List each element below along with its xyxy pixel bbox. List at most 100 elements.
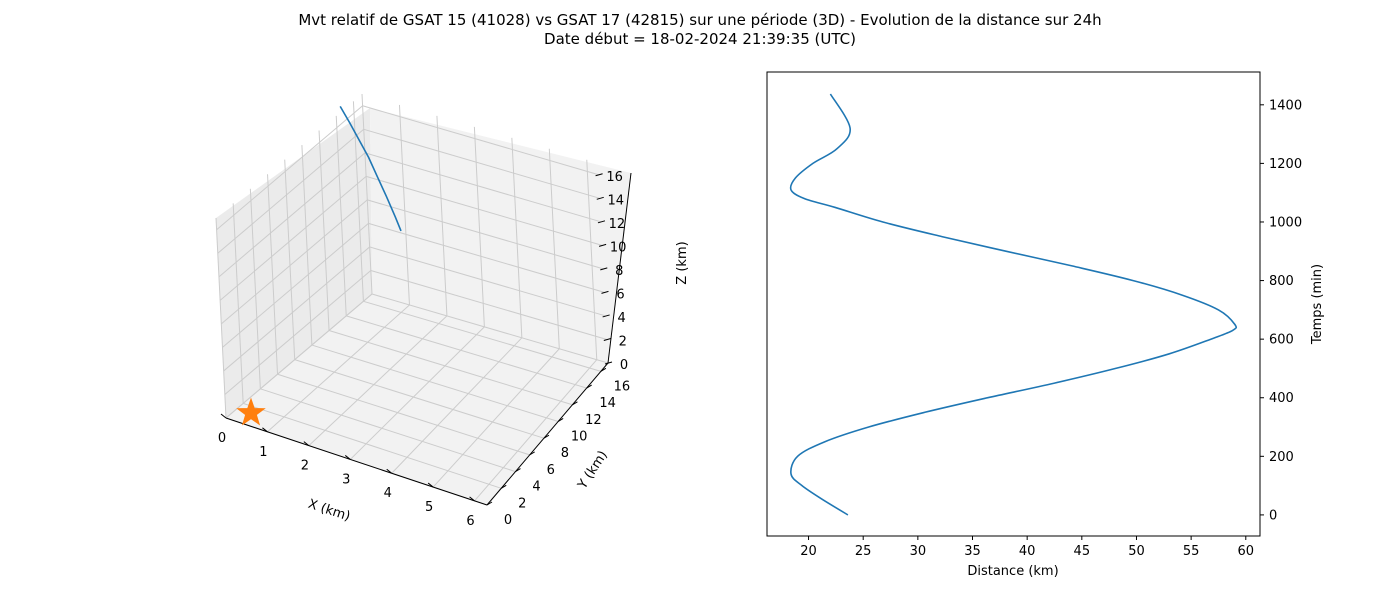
z-tick-mark [600,267,608,271]
distance-series-line [789,93,1238,516]
x-gridline-wall [361,93,373,295]
z-tick-label: 6 [616,287,624,302]
y-gridline-wall [301,145,313,346]
x-tick-label: 60 [1238,544,1255,559]
y-tick-label: 4 [532,480,540,495]
back-wall-pane [370,108,631,363]
y-axis-line [486,362,609,506]
x-tick-mark [344,455,351,460]
y-gridline-floor [277,373,530,456]
x-tick-mark [386,468,393,474]
y-tick-label: 0 [1269,508,1277,523]
x-tick-mark [303,441,310,447]
y-gridline-wall [318,130,330,331]
x-gridline-floor [349,326,485,460]
z-tick-mark [604,361,613,365]
z-gridline-back [362,105,599,176]
y-tick-label: 200 [1269,450,1294,465]
x-tick-label: 25 [855,544,872,559]
x-axis-ticks: 20 25 30 35 40 45 50 55 60 [800,536,1254,559]
x-gridline-floor [432,348,560,488]
y-tick-label: 8 [561,446,569,461]
z-gridline-left [219,175,367,301]
z-gridline-left [225,293,373,419]
y-tick-mark [572,401,578,406]
y-tick-label: 10 [571,429,588,444]
x-tick-label: 6 [466,514,474,529]
y-tick-label: 1000 [1269,215,1302,230]
plot-distance-evolution: 20 25 30 35 40 45 50 55 60 0 200 400 600 800 1000 1200… [766,71,1325,579]
x-gridline-floor [308,315,448,446]
x-tick-label: 40 [1019,544,1036,559]
x-tick-label: 5 [425,500,433,515]
z-gridline-left [220,199,368,325]
origin-star-marker [236,397,266,426]
figure-title-line1: Mvt relatif de GSAT 15 (41028) vs GSAT 1… [298,11,1101,29]
x-tick-mark [427,482,434,488]
x-gridline-wall [398,104,410,305]
x-gridline-wall [586,159,598,360]
y-gridline-wall [267,174,279,375]
y-tick-label: 16 [614,379,631,394]
trajectory-line [339,105,402,232]
y-tick-mark [557,418,564,422]
y-axis-label: Temps (min) [1310,264,1325,345]
z-gridline-left [217,128,365,254]
x-tick-label: 55 [1183,544,1200,559]
z-gridline-left [224,270,372,395]
y-tick-mark [586,384,592,389]
z-tick-mark [601,290,609,294]
y-gridline-wall [215,217,227,419]
z-tick-label: 0 [620,358,628,373]
z-gridline-left [223,246,370,372]
y-gridline-floor [294,359,545,439]
y-gridline-floor [346,315,587,389]
x-gridline-wall [473,126,485,327]
x-axis-label: Distance (km) [967,564,1058,579]
x-tick-label: 2 [301,459,309,474]
z-tick-mark [595,173,603,177]
z-gridline-back [364,152,602,223]
x-tick-mark [220,413,227,419]
z-gridline-back [367,199,604,270]
z-gridline-back [370,269,607,340]
y-gridline-floor [243,402,502,489]
z-tick-label: 16 [606,170,623,185]
x-tick-label: 45 [1074,544,1091,559]
y-tick-label: 0 [504,513,512,528]
y-tick-mark [600,367,607,372]
y-gridline-floor [311,344,559,422]
z-gridline-back [363,128,600,199]
x-tick-label: 4 [384,486,392,501]
z-gridline-left [216,105,363,231]
y-tick-mark [529,451,535,456]
z-gridline-back [365,175,603,246]
x-tick-label: 1 [259,445,267,460]
z-axis-label: Z (km) [675,241,690,284]
y-tick-mark [500,484,507,489]
y-tick-mark [543,434,550,439]
x-gridline-floor [391,337,523,474]
y-gridline-wall [335,115,347,316]
z-tick-label: 4 [618,311,626,326]
z-tick-mark [597,220,606,224]
x-gridline-wall [436,115,448,316]
x-gridline-floor [267,304,410,433]
x-tick-label: 20 [800,544,817,559]
y-axis-label: Y (km) [575,448,611,493]
x-axis-label: X (km) [306,497,352,525]
x-tick-label: 50 [1128,544,1145,559]
y-tick-label: 14 [599,396,616,411]
left-wall-pane [216,108,372,418]
z-tick-label: 10 [610,240,627,255]
z-tick-label: 12 [609,217,626,232]
z-gridline-back [371,293,609,364]
x-tick-mark [262,427,268,433]
y-gridline-wall [249,188,261,389]
x-axis-line [225,417,488,506]
z-gridline-left [222,223,369,348]
z-tick-label: 8 [615,264,623,279]
figure-title-line2: Date début = 18-02-2024 21:39:35 (UTC) [544,30,856,48]
